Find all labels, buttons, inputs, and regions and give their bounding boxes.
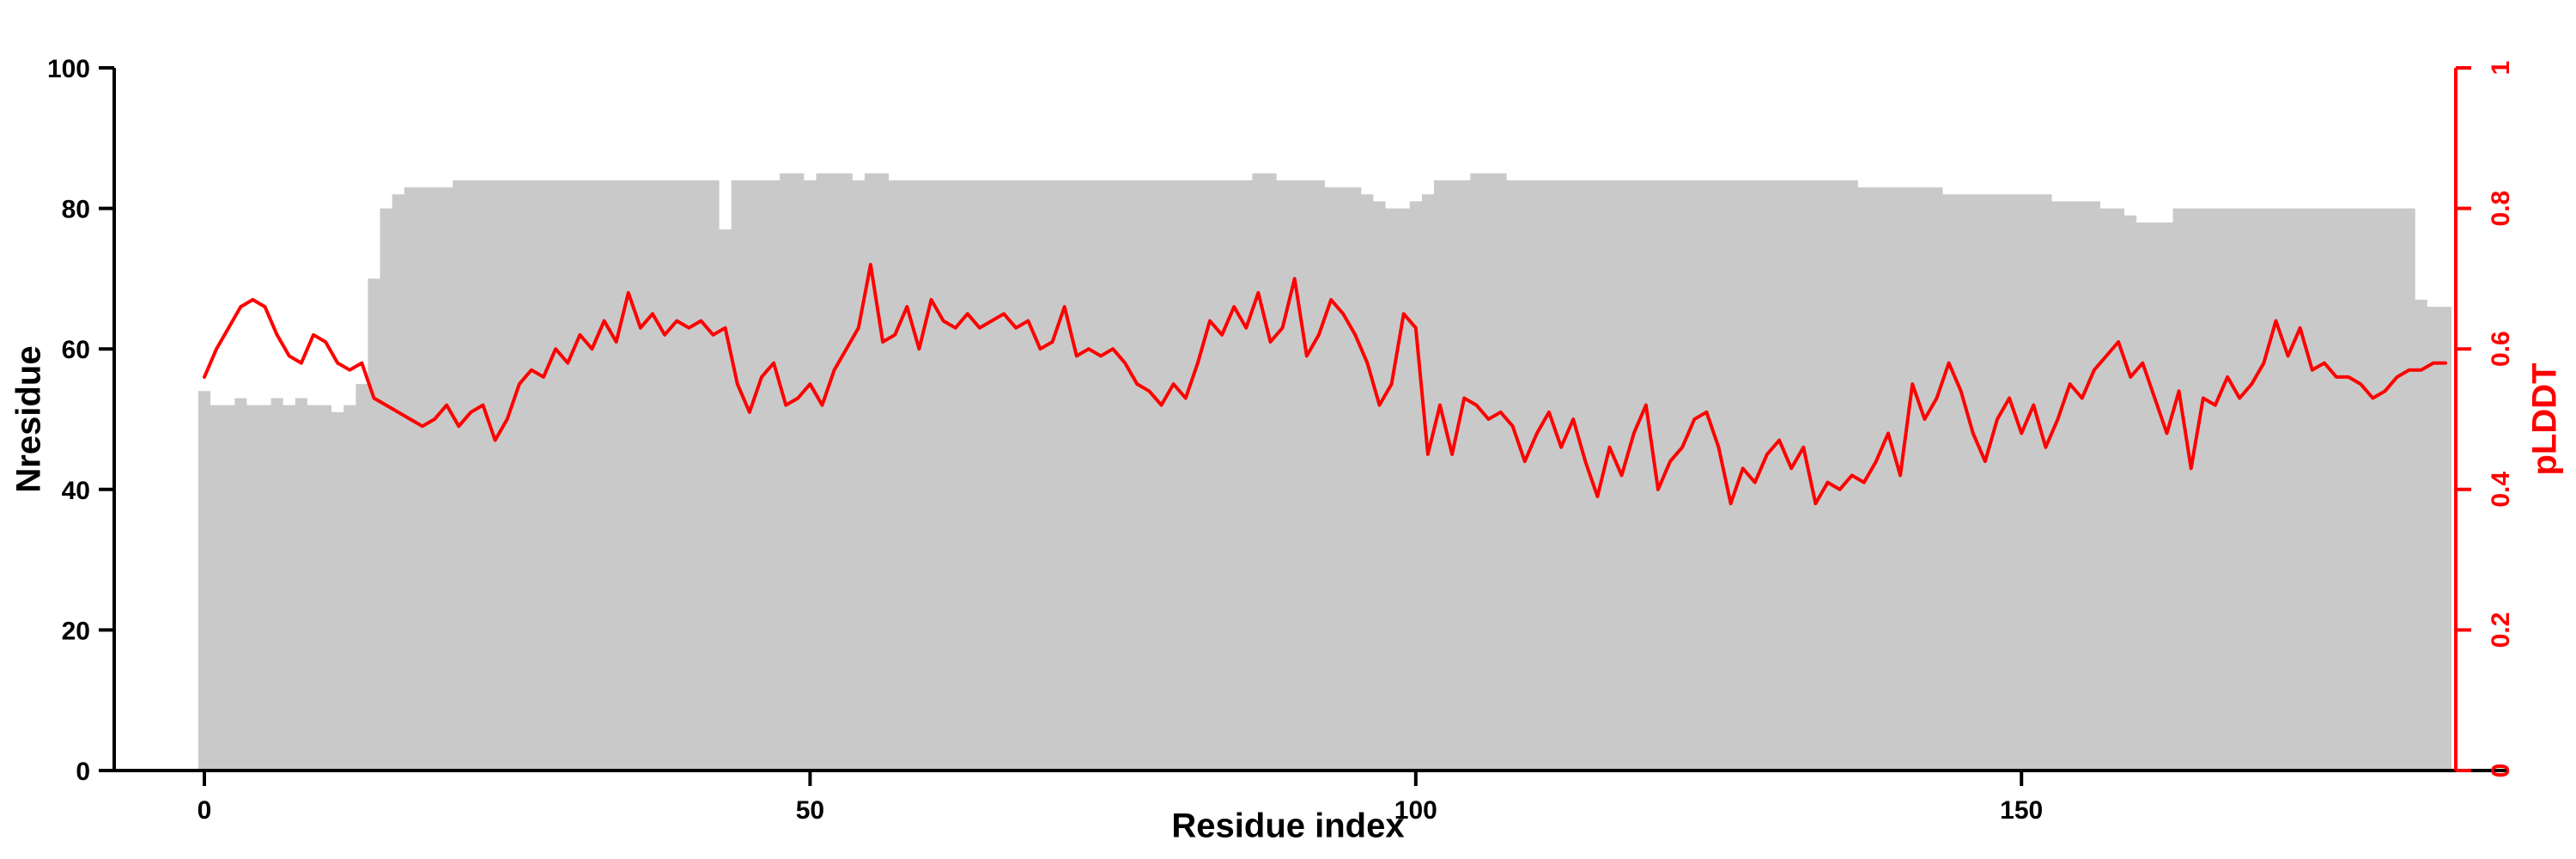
right-axis-tick-label: 0.8 — [2487, 191, 2515, 227]
right-axis-tick-label: 0.2 — [2487, 612, 2515, 649]
left-axis-tick-label: 40 — [62, 477, 90, 505]
x-axis-tick-label: 150 — [2000, 796, 2043, 825]
right-axis-tick-label: 0.4 — [2487, 472, 2515, 508]
left-axis-tick-label: 20 — [62, 617, 90, 645]
x-axis-tick-label: 0 — [197, 796, 212, 825]
y-left-axis-title: Nresidue — [9, 345, 48, 493]
left-axis-tick-label: 60 — [62, 336, 90, 364]
left-axis-tick-label: 80 — [62, 196, 90, 224]
right-axis-tick-label: 0.6 — [2487, 331, 2515, 367]
y-right-axis-title: pLDDT — [2525, 362, 2564, 476]
x-axis-title: Residue index — [1171, 807, 1405, 845]
right-axis-tick-label: 1 — [2487, 61, 2515, 76]
left-axis-tick-label: 0 — [76, 758, 90, 786]
left-axis-tick-label: 100 — [47, 55, 90, 83]
x-axis-tick-label: 50 — [796, 796, 824, 825]
nresidue-area — [197, 173, 2452, 771]
right-axis-tick-label: 0 — [2487, 764, 2515, 778]
plddt-line — [203, 263, 2447, 506]
x-axis-tick-label: 100 — [1394, 796, 1437, 825]
